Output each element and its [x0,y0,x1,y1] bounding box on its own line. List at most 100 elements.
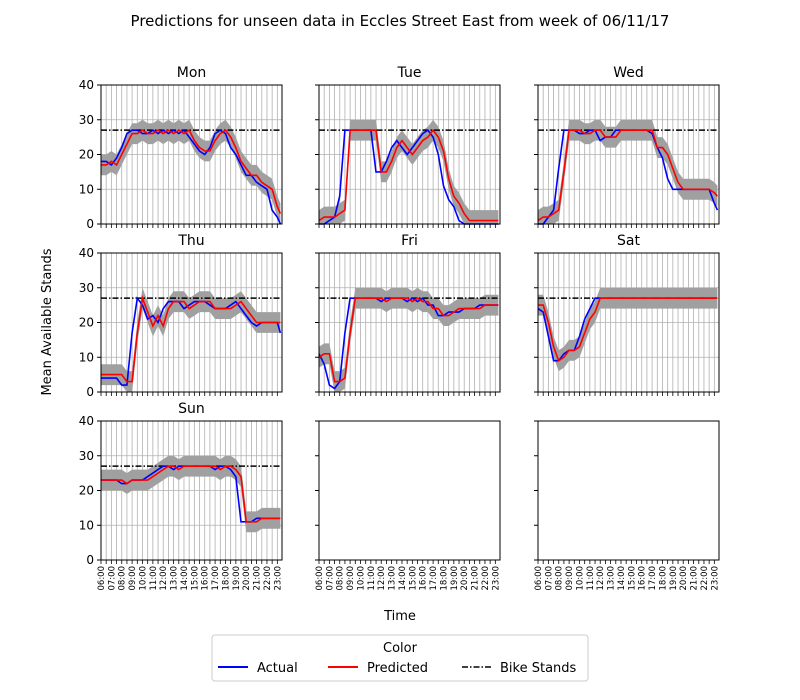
x-tick-label: 12:00 [377,566,387,591]
y-tick-label: 0 [86,217,94,231]
legend: Color Actual Predicted Bike Stands [211,634,589,682]
x-tick-label: 08:00 [555,566,565,591]
legend-label-bike-stands: Bike Stands [500,661,577,676]
y-axis-label: Mean Available Stands [40,248,55,395]
x-tick-label: 11:00 [149,566,159,591]
x-tick-label: 23:00 [491,566,501,591]
prediction-band [538,287,718,372]
x-tick-label: 12:00 [596,566,606,591]
panel-frame [537,420,720,561]
x-tick-label: 18:00 [658,566,668,591]
x-tick-label: 14:00 [398,566,408,591]
y-tick-label: 10 [79,518,94,532]
x-tick-label: 11:00 [586,566,596,591]
x-tick-label: 16:00 [201,566,211,591]
y-tick-label: 0 [86,553,94,567]
x-tick-label: 12:00 [159,566,169,591]
x-tick-label: 06:00 [534,566,544,591]
series-predicted [318,297,499,383]
prediction-band [319,119,499,224]
series-predicted [101,295,281,383]
x-tick-label: 10:00 [138,566,148,591]
x-tick-label: 09:00 [565,566,575,591]
panel-wed: Wed [534,65,720,228]
x-tick-label: 19:00 [450,566,460,591]
x-tick-label: 21:00 [471,566,481,591]
x-tick-label: 07:00 [544,566,554,591]
x-tick-label: 13:00 [388,566,398,591]
x-axis-label: Time [383,609,416,624]
x-tick-label: 15:00 [408,566,418,591]
x-tick-label: 15:00 [627,566,637,591]
panel-title: Sat [617,233,640,249]
x-tick-label: 20:00 [242,566,252,591]
panel-title: Thu [177,233,204,249]
x-tick-label: 17:00 [648,566,658,591]
x-tick-label: 10:00 [356,566,366,591]
series-actual [101,129,282,225]
panel-title: Fri [401,233,418,249]
series-predicted [318,128,499,222]
legend-box [211,634,589,682]
prediction-band [319,287,499,392]
series-predicted [101,465,281,523]
x-tick-label: 08:00 [336,566,346,591]
x-tick-label: 21:00 [253,566,263,591]
x-tick-label: 22:00 [700,566,710,591]
x-tick-label: 19:00 [232,566,242,591]
x-tick-label: 07:00 [107,566,117,591]
x-tick-label: 18:00 [221,566,231,591]
panel-sun: Sun 0 10 20 30 40 06:00 07:00 08:00 09:00 10:00 11:… [79,401,284,591]
panel-tue: Tue [315,65,501,228]
x-tick-label: 17:00 [211,566,221,591]
panel-grid: Mon 0 10 20 30 40 Tue Wed Thu 0 10 20 30 40 Fri Sat Sun 0… [79,65,721,591]
panel-thu: Thu 0 10 20 30 40 [79,233,283,399]
y-tick-label: 10 [79,182,94,196]
x-tick-label: 21:00 [690,566,700,591]
x-tick-label: 09:00 [346,566,356,591]
y-tick-label: 20 [79,148,94,162]
x-tick-label: 23:00 [710,566,720,591]
series-predicted [537,129,718,222]
x-tick-label: 08:00 [118,566,128,591]
panel-title: Sun [178,401,205,417]
panel-fri: Fri [315,233,501,396]
x-tick-label: 16:00 [419,566,429,591]
x-tick-label: 14:00 [617,566,627,591]
y-tick-label: 20 [79,316,94,330]
panel-title: Mon [177,65,207,81]
x-tick-label: 19:00 [669,566,679,591]
y-tick-label: 30 [79,113,94,127]
y-tick-label: 0 [86,385,94,399]
series-predicted [538,297,718,362]
y-tick-label: 30 [79,449,94,463]
panel-frame [318,420,501,561]
panel-title: Tue [397,65,422,81]
x-tick-label: 11:00 [367,566,377,591]
y-tick-label: 20 [79,484,94,498]
series-actual [101,296,282,386]
panel-mon: Mon 0 10 20 30 40 [79,65,283,231]
legend-label-predicted: Predicted [367,661,428,676]
x-tick-label: 10:00 [575,566,585,591]
x-tick-label: 09:00 [128,566,138,591]
x-tick-label: 23:00 [273,566,283,591]
y-tick-label: 40 [79,246,94,260]
x-tick-label: 15:00 [190,566,200,591]
x-tick-label: 17:00 [429,566,439,591]
y-tick-label: 10 [79,350,94,364]
y-tick-label: 40 [79,414,94,428]
prediction-band [101,119,281,224]
series-predicted [101,129,282,214]
x-tick-label: 06:00 [315,566,325,591]
y-tick-label: 40 [79,78,94,92]
x-tick-label: 20:00 [679,566,689,591]
x-tick-label: 20:00 [460,566,470,591]
panel-empty-7: 06:00 07:00 08:00 09:00 10:00 11:00 12:00 13:00… [315,420,501,591]
legend-title: Color [383,641,418,656]
x-tick-label: 22:00 [263,566,273,591]
legend-label-actual: Actual [257,661,298,676]
x-tick-label: 16:00 [638,566,648,591]
y-tick-label: 30 [79,281,94,295]
